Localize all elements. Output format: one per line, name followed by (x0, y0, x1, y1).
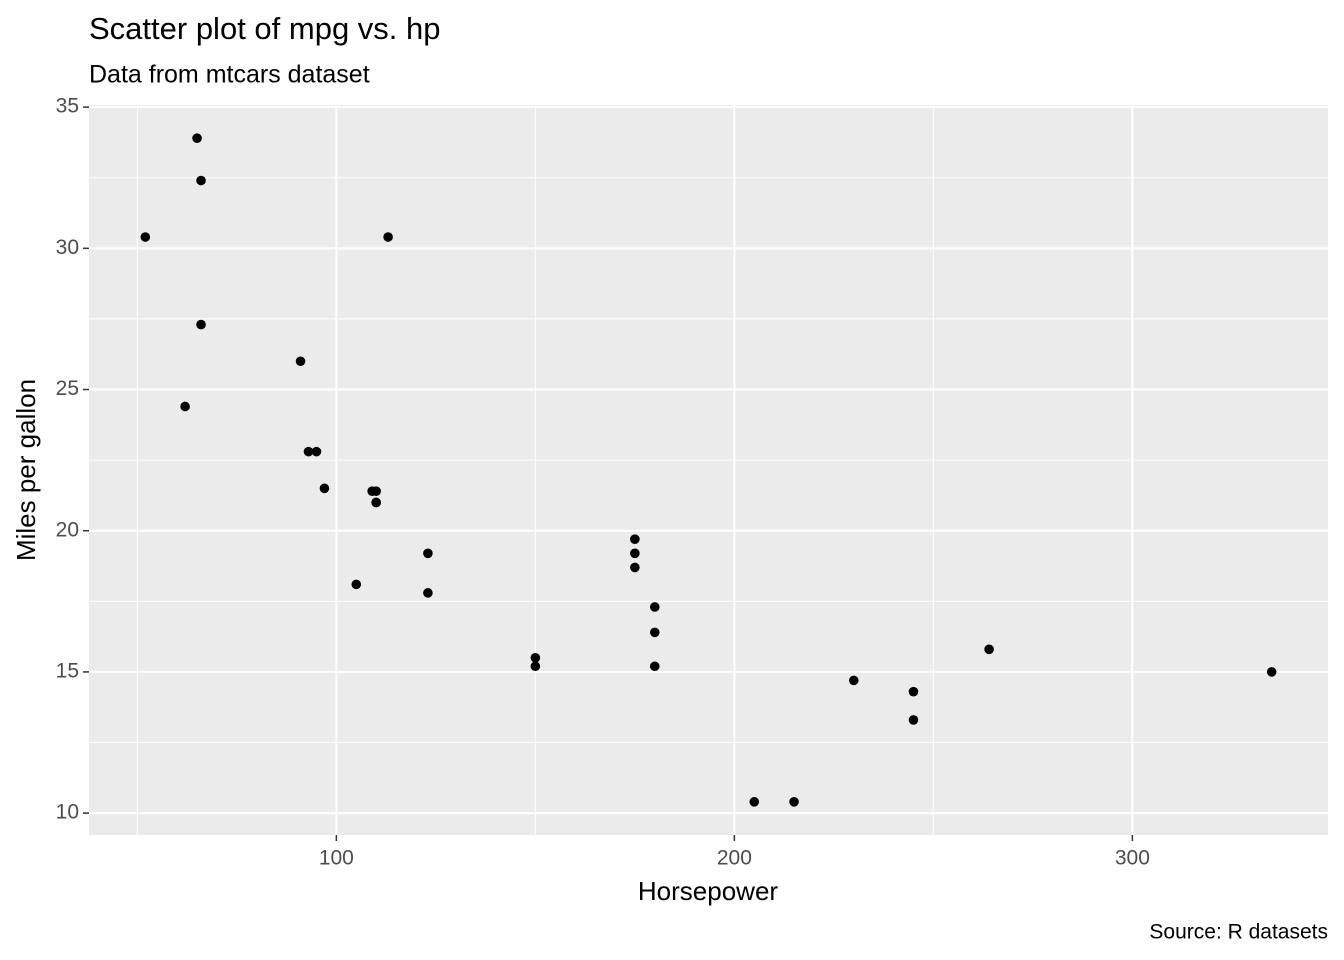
x-axis-title: Horsepower (638, 876, 779, 906)
point (649, 627, 660, 638)
point (423, 548, 433, 559)
point (848, 675, 859, 686)
point (192, 133, 202, 143)
point (530, 661, 541, 672)
point (319, 483, 330, 494)
point (311, 446, 322, 457)
point (530, 652, 541, 663)
point (180, 401, 190, 412)
point (367, 486, 377, 496)
point (630, 562, 640, 573)
point (908, 715, 919, 725)
y-tick-label: 30 (56, 236, 79, 259)
y-axis-title: Miles per gallon (11, 379, 41, 561)
point (196, 319, 206, 330)
point (789, 797, 799, 807)
point (303, 446, 314, 457)
y-tick-label: 15 (56, 659, 79, 682)
point (984, 644, 994, 655)
point (749, 797, 760, 807)
point (1266, 667, 1277, 677)
point (630, 548, 640, 559)
y-tick-label: 20 (56, 518, 79, 541)
point (140, 232, 151, 242)
point (371, 497, 381, 508)
point (351, 579, 362, 590)
y-tick-label: 10 (56, 801, 79, 824)
point (196, 175, 206, 186)
point (295, 356, 306, 367)
panel (89, 105, 1328, 835)
point (630, 534, 640, 544)
x-tick-label: 200 (717, 847, 752, 870)
caption: Source: R datasets (1149, 921, 1328, 944)
point (908, 686, 919, 697)
x-tick-label: 100 (319, 847, 354, 870)
y-tick-label: 25 (56, 377, 79, 400)
point (649, 602, 660, 612)
point (383, 232, 393, 242)
chart-title: Scatter plot of mpg vs. hp (89, 11, 441, 46)
x-tick-label: 300 (1115, 847, 1150, 870)
point (423, 588, 433, 598)
point (649, 661, 660, 672)
chart-subtitle: Data from mtcars dataset (89, 61, 370, 89)
y-tick-label: 35 (56, 95, 79, 118)
